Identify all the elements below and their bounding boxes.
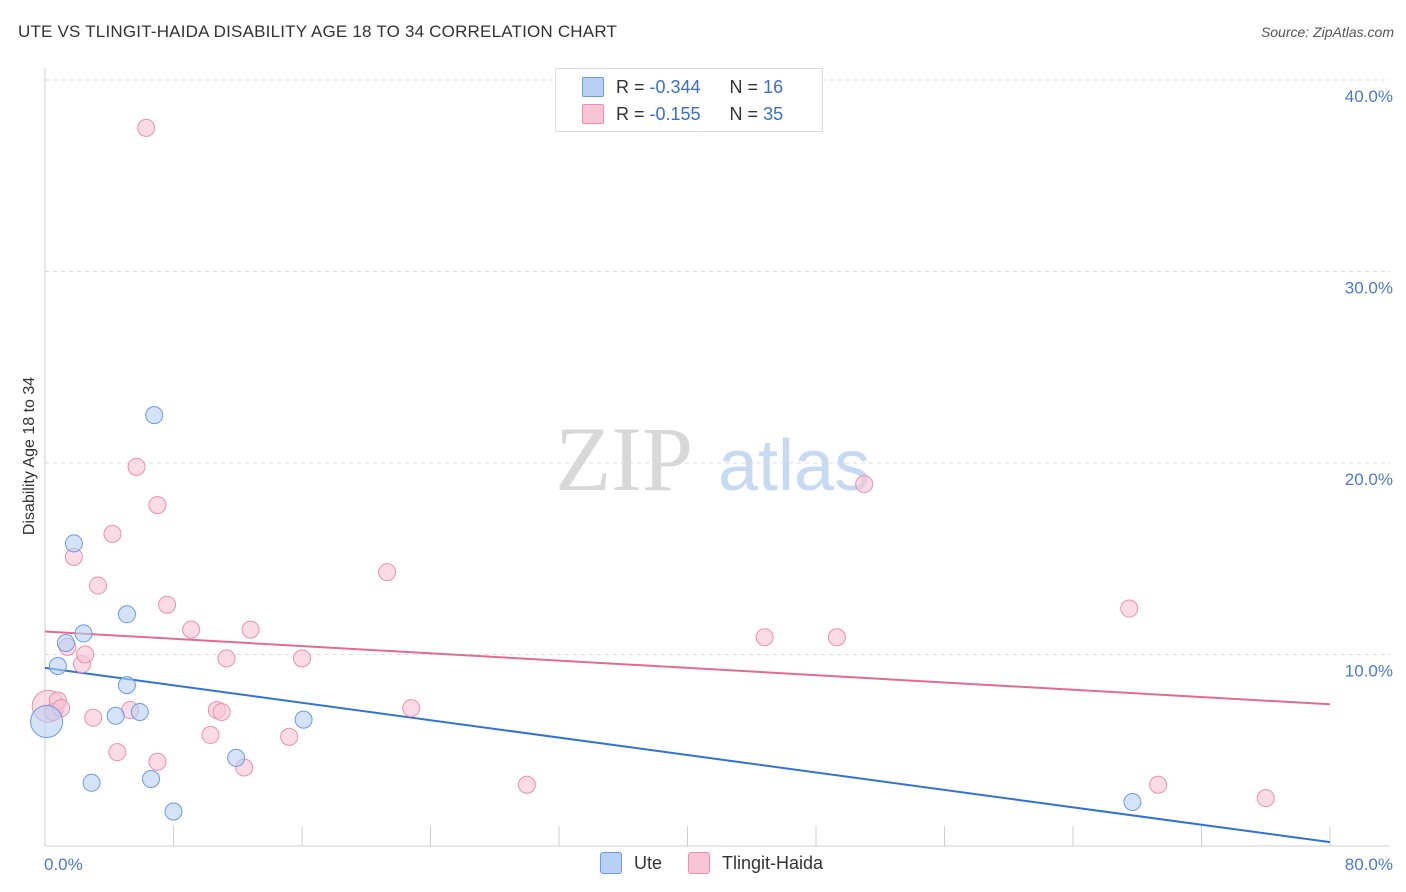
y-tick-label: 30.0% [1345, 279, 1393, 298]
legend-n-label: N = [729, 76, 759, 97]
tlingit-haida-point [378, 563, 397, 582]
tlingit-haida-point [76, 645, 95, 664]
chart-source: Source: ZipAtlas.com [1260, 24, 1394, 40]
tlingit-haida-point [182, 620, 201, 639]
tlingit-haida-point [755, 628, 774, 647]
correlation-legend: R = -0.344 N = 16 R = -0.155 N = 35 [555, 68, 823, 132]
tlingit-haida-point [402, 699, 421, 718]
legend-r-label: R = [616, 76, 645, 97]
tlingit-haida-point [855, 475, 874, 494]
tlingit-haida-point [517, 775, 536, 794]
tlingit-haida-point [158, 595, 177, 614]
ute-swatch [582, 77, 604, 97]
legend-row-tlingit-haida: R = -0.155 N = 35 [582, 102, 783, 126]
legend-r-value: -0.344 [649, 76, 701, 97]
tlingit-haida-point [293, 649, 311, 668]
ute-point [106, 706, 125, 725]
tlingit-haida-point [148, 496, 167, 515]
data-points [30, 118, 1275, 821]
legend-r-value: -0.155 [649, 103, 701, 124]
watermark-atlas: atlas [718, 426, 870, 506]
tlingit-haida-point [89, 576, 108, 595]
gridlines [45, 79, 1390, 655]
tlingit-haida-legend-swatch [688, 852, 711, 874]
tlingit-haida-point [148, 752, 167, 771]
ute-point [117, 605, 136, 624]
y-axis-label: Disability Age 18 to 34 [21, 377, 38, 535]
ute-point [164, 802, 183, 821]
tlingit-haida-point [827, 628, 846, 647]
legend-item-tlingit-haida: Tlingit-Haida [688, 852, 823, 874]
tlingit-haida-point [127, 457, 146, 476]
legend-row-ute: R = -0.344 N = 16 [582, 75, 783, 99]
ute-point [1123, 792, 1142, 811]
ute-legend-label: Ute [634, 852, 663, 873]
legend-n-label: N = [729, 103, 759, 124]
tlingit-haida-point [280, 727, 299, 746]
tlingit-haida-point [241, 620, 260, 639]
ute-point [227, 748, 246, 767]
x-tick-label: 80.0% [1345, 855, 1393, 874]
tlingit-haida-point [137, 118, 156, 137]
ute-point [145, 406, 164, 425]
x-tick-label: 0.0% [44, 855, 83, 874]
tlingit-haida-point [103, 524, 122, 543]
tlingit-haida-legend-label: Tlingit-Haida [722, 852, 824, 873]
tlingit-haida-point [108, 743, 127, 762]
legend-n-value: 35 [763, 103, 784, 124]
tlingit-haida-trend-line [44, 630, 1331, 706]
tlingit-haida-swatch [582, 104, 604, 124]
y-tick-label: 40.0% [1345, 87, 1393, 106]
y-tick-label: 20.0% [1345, 470, 1393, 489]
tick-labels: 10.0% 20.0% 30.0% 40.0% 0.0% 80.0% [44, 87, 1393, 874]
legend-n-value: 16 [763, 76, 784, 97]
ute-point [82, 773, 101, 792]
ute-point [117, 676, 136, 695]
legend-r-label: R = [616, 103, 645, 124]
tlingit-haida-point [1120, 599, 1139, 618]
trend-lines [44, 630, 1331, 844]
tlingit-haida-point [217, 649, 236, 668]
series-legend: Ute Tlingit-Haida [600, 852, 849, 874]
ute-legend-swatch [600, 852, 622, 874]
y-tick-label: 10.0% [1345, 662, 1393, 681]
ute-point [64, 534, 83, 553]
tlingit-haida-point [201, 725, 220, 744]
tlingit-haida-point [1149, 775, 1168, 794]
chart-title: UTE VS TLINGIT-HAIDA DISABILITY AGE 18 T… [18, 22, 618, 41]
tlingit-haida-point [212, 702, 231, 721]
ute-point [74, 624, 93, 643]
tlingit-haida-point [84, 708, 103, 727]
ute-point [142, 769, 161, 788]
ute-point [130, 702, 149, 721]
ute-point [56, 634, 75, 653]
ute-point [294, 710, 313, 729]
ute-point [48, 656, 67, 675]
watermark-zip: ZIP [555, 408, 693, 510]
ute-trend-line [44, 666, 1331, 844]
legend-item-ute: Ute [600, 852, 662, 874]
ute-point [30, 705, 64, 739]
tlingit-haida-point [1256, 789, 1275, 808]
